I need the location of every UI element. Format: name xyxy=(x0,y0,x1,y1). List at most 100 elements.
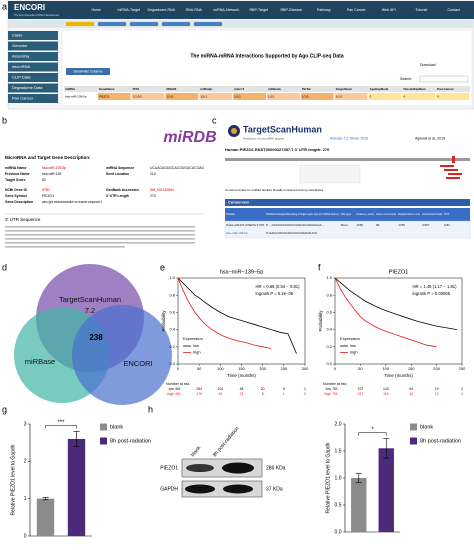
table-cell: 1/1/1 xyxy=(234,94,241,98)
risk-count: 372 xyxy=(358,387,364,391)
table-header: PicTar xyxy=(302,87,312,91)
band-size: 37 KDa xyxy=(266,486,283,492)
table-header: microT xyxy=(234,87,244,91)
nav-item: Tutorial xyxy=(415,8,427,12)
logo: miRDB xyxy=(163,129,216,146)
y-tick-label: 0.0 xyxy=(326,361,332,366)
risk-label: high xyxy=(167,392,174,396)
toolbar-pill xyxy=(194,22,222,26)
bar xyxy=(351,478,367,532)
risk-count: 6 xyxy=(283,387,285,391)
annotation: HR = 1.46 (1.17 − 1.81) xyxy=(413,284,458,289)
y-tick-label: 0 xyxy=(24,533,27,539)
error-bar xyxy=(42,497,49,501)
blot-band xyxy=(185,484,215,494)
plot-frame xyxy=(334,277,463,365)
table-header: Position xyxy=(226,212,236,216)
table-header: miRanda xyxy=(268,87,281,91)
y-tick-label: 0.5 xyxy=(335,502,342,508)
bar xyxy=(67,438,86,536)
risk-count: 143 xyxy=(383,387,389,391)
table-cell: hsa-miR-139-5p xyxy=(65,94,87,98)
search-label: Search: xyxy=(400,77,412,81)
annotation: logrank P = 5.2e−05 xyxy=(256,291,294,296)
table-header: miRmap xyxy=(200,87,212,91)
nav-item: Web API xyxy=(382,8,396,12)
panel-label: g xyxy=(2,404,7,414)
citation: Agarwal et al., 2015 xyxy=(415,136,445,140)
y-axis-label: Probability xyxy=(161,310,166,332)
menu-item-bg xyxy=(8,62,58,72)
legend-title: Expression xyxy=(340,336,360,341)
risk-count: 1 xyxy=(304,387,306,391)
legend-label: blank xyxy=(420,424,433,430)
site-marker xyxy=(452,156,455,163)
legend-title: Expression xyxy=(183,336,203,341)
y-axis-label: Relative PIEZO1 level to Gapdh xyxy=(10,444,16,515)
field-label: 3' UTR Length xyxy=(106,194,129,198)
y-tick-label: 0.6 xyxy=(326,309,332,314)
utr-sequence-lines xyxy=(5,226,195,248)
legend-swatch xyxy=(410,437,417,445)
y-tick-label: 2.0 xyxy=(335,421,342,427)
nav-item: Degradome-RNA xyxy=(147,8,175,12)
field-label: miRNA Sequence xyxy=(106,166,134,170)
section-title: Conserved xyxy=(228,200,249,205)
annotation: HR = 0.66 (0.54 − 0.81) xyxy=(256,284,301,289)
risk-count: 42 xyxy=(409,392,413,396)
table-cell-bg xyxy=(199,93,233,100)
nav-item: RNA-RNA xyxy=(186,8,203,12)
x-axis-label: Time (months) xyxy=(384,373,413,378)
y-tick-label: 0.2 xyxy=(169,344,175,349)
table-header: Site type xyxy=(341,212,352,216)
table-cell-bg xyxy=(368,93,402,100)
field-label: GenBank Accession xyxy=(106,188,139,192)
table-cell: 1/1/1 xyxy=(268,94,275,98)
nav-item: Home xyxy=(91,8,101,12)
columns-button[interactable]: Show/Hide Columns xyxy=(74,69,103,73)
blot-band xyxy=(222,462,254,474)
table-cell: 1/1/0 xyxy=(167,94,174,98)
field-value: 270 xyxy=(150,194,156,198)
chart-title: PIEZO1 xyxy=(389,269,409,275)
search-input[interactable] xyxy=(419,75,469,83)
risk-count: 317 xyxy=(358,392,364,396)
y-tick-label: 1 xyxy=(24,496,27,502)
risk-count: 176 xyxy=(196,392,202,396)
x-tick-label: 150 xyxy=(238,366,245,371)
field-value: 82 xyxy=(42,178,46,182)
table-cell: 4.567 xyxy=(422,223,430,227)
field-value: UCUACAGUGCACGUGUCUCCAG xyxy=(150,166,204,170)
error-bar xyxy=(383,438,390,459)
tagline: The Encyclopedia of RNA Interactomes xyxy=(14,13,60,17)
risk-count: 751 xyxy=(332,387,338,391)
nav-item: Contact xyxy=(448,8,460,12)
legend-label: low xyxy=(350,343,356,348)
x-axis-label: Time (months) xyxy=(227,373,256,378)
risk-count: 8 xyxy=(262,392,264,396)
field-label: miRNA Name xyxy=(5,166,26,170)
risk-count: 751 xyxy=(332,392,338,396)
toolbar-pill xyxy=(98,22,126,26)
legend-label: low xyxy=(193,343,199,348)
utr-track xyxy=(225,158,470,161)
nav-item: Pan Cancer xyxy=(347,8,367,12)
table-cell-bg xyxy=(300,93,334,100)
table-cell: -0.55 xyxy=(398,223,405,227)
risk-count: 19 xyxy=(435,387,439,391)
track-caption: Conserved sites for miRNA families broad… xyxy=(225,188,324,192)
y-tick-label: 2 xyxy=(24,459,27,465)
table-cell: 4 xyxy=(403,94,405,98)
x-tick-label: 200 xyxy=(259,366,266,371)
panel-label: b xyxy=(2,115,7,125)
x-tick-label: 150 xyxy=(408,366,415,371)
table-header: PITA xyxy=(133,87,140,91)
menu-item: CLIP Data xyxy=(12,75,31,80)
y-tick-label: 1.0 xyxy=(169,275,175,280)
field-value: 210 xyxy=(150,172,156,176)
menu-item-bg xyxy=(8,41,58,51)
table-cell: 3 xyxy=(370,94,372,98)
risk-count: 62 xyxy=(218,392,222,396)
button-bg xyxy=(66,68,110,75)
